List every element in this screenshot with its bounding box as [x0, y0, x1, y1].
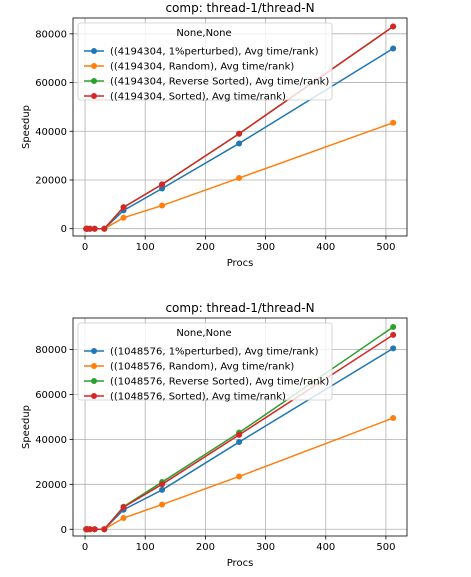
y-tick-label: 20000 [35, 175, 67, 186]
x-tick-label: 100 [136, 542, 155, 553]
chart-1: 0 100 200 300 400 500 0 20000 40000 60000 80000 com… [21, 1, 408, 269]
x-tick-label: 500 [376, 242, 395, 253]
data-point [86, 225, 93, 232]
legend-title: None,None [176, 28, 231, 39]
data-point [390, 345, 397, 352]
data-point [236, 473, 243, 480]
legend-marker [91, 78, 97, 84]
data-point [159, 202, 166, 209]
data-point [390, 323, 397, 330]
data-point [101, 225, 108, 232]
chart-title: comp: thread-1/thread-N [165, 301, 314, 315]
legend-label: ((4194304, Reverse Sorted), Avg time/ran… [110, 77, 329, 88]
series-4 [83, 23, 397, 232]
data-point [101, 526, 108, 533]
y-tick-label: 40000 [35, 127, 67, 138]
y-tick-label: 20000 [35, 480, 67, 491]
data-point [390, 23, 397, 30]
legend-label: ((4194304, 1%perturbed), Avg time/rank) [110, 47, 319, 58]
data-point [236, 439, 243, 446]
data-point [236, 431, 243, 438]
x-tick-label: 400 [316, 242, 335, 253]
data-point [390, 45, 397, 52]
legend-entry: ((4194304, Reverse Sorted), Avg time/ran… [84, 77, 329, 88]
legend-box [77, 322, 333, 401]
legend-entry: ((4194304, Sorted), Avg time/rank) [84, 92, 286, 103]
legend-marker [91, 348, 97, 354]
legend-marker [91, 48, 97, 54]
data-point [390, 415, 397, 422]
data-point [120, 515, 127, 522]
x-tick-label: 0 [82, 542, 88, 553]
y-axis-label: Speedup [21, 405, 32, 449]
data-point [236, 175, 243, 182]
legend-entry: ((4194304, Random), Avg time/rank) [84, 62, 294, 73]
data-point [159, 185, 166, 192]
legend-entry: ((1048576, Sorted), Avg time/rank) [84, 392, 286, 403]
y-tick-label: 80000 [35, 345, 67, 356]
legend-label: ((1048576, Sorted), Avg time/rank) [110, 392, 286, 403]
data-point [390, 331, 397, 338]
x-axis-label: Procs [227, 558, 254, 569]
y-axis-label: Speedup [21, 105, 32, 149]
data-point [91, 526, 98, 533]
y-tick-label: 0 [61, 525, 67, 536]
y-tick-label: 60000 [35, 78, 67, 89]
legend-label: ((1048576, Random), Avg time/rank) [110, 362, 294, 373]
data-point [120, 204, 127, 211]
legend: None,None ((1048576, 1%perturbed), Avg ti… [77, 322, 333, 403]
data-point [159, 181, 166, 188]
x-tick-label: 200 [196, 542, 215, 553]
x-tick-label: 0 [82, 242, 88, 253]
legend-label: ((1048576, 1%perturbed), Avg time/rank) [110, 347, 319, 358]
legend-entry: ((1048576, Random), Avg time/rank) [84, 362, 294, 373]
legend-label: ((1048576, Reverse Sorted), Avg time/ran… [110, 377, 329, 388]
data-point [86, 526, 93, 533]
legend-label: ((4194304, Sorted), Avg time/rank) [110, 92, 286, 103]
data-point [159, 501, 166, 508]
data-point [120, 214, 127, 221]
chart-title: comp: thread-1/thread-N [165, 1, 314, 15]
legend-marker [91, 363, 97, 369]
legend-marker [91, 378, 97, 384]
legend-entry: ((1048576, Reverse Sorted), Avg time/ran… [84, 377, 329, 388]
data-point [159, 481, 166, 488]
y-tick-label: 80000 [35, 29, 67, 40]
legend-marker [91, 93, 97, 99]
series-4 [83, 331, 397, 533]
legend-entry: ((1048576, 1%perturbed), Avg time/rank) [84, 347, 319, 358]
plot-frame [72, 17, 408, 237]
x-tick-label: 200 [196, 242, 215, 253]
plot-frame [72, 317, 408, 537]
x-tick-label: 100 [136, 242, 155, 253]
data-point [91, 225, 98, 232]
legend-box [77, 22, 333, 101]
legend-entry: ((4194304, 1%perturbed), Avg time/rank) [84, 47, 319, 58]
data-point [390, 119, 397, 126]
x-tick-label: 300 [256, 542, 275, 553]
legend-marker [91, 63, 97, 69]
legend-marker [91, 393, 97, 399]
x-tick-label: 500 [376, 542, 395, 553]
data-point [120, 504, 127, 511]
y-tick-label: 40000 [35, 435, 67, 446]
data-point [236, 130, 243, 137]
x-axis-label: Procs [227, 258, 254, 269]
legend: None,None ((4194304, 1%perturbed), Avg ti… [77, 22, 333, 103]
y-tick-label: 60000 [35, 390, 67, 401]
chart-2: 0 100 200 300 400 500 0 20000 40000 60000 80000 com… [21, 301, 408, 569]
data-point [236, 140, 243, 147]
x-tick-label: 400 [316, 542, 335, 553]
legend-title: None,None [176, 328, 231, 339]
y-tick-label: 0 [61, 224, 67, 235]
legend-label: ((4194304, Random), Avg time/rank) [110, 62, 294, 73]
data-point [159, 486, 166, 493]
x-tick-label: 300 [256, 242, 275, 253]
